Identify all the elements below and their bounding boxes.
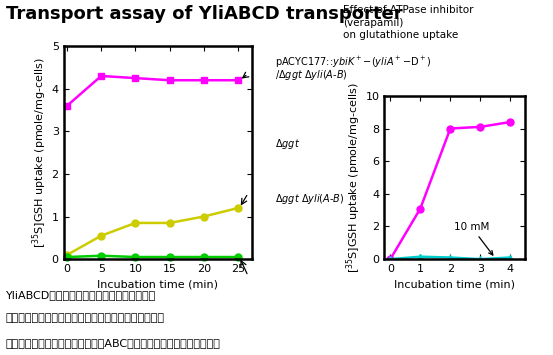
Text: $\Delta\mathit{ggt}$: $\Delta\mathit{ggt}$ (275, 137, 300, 151)
Y-axis label: $[^{35}$S]GSH uptake (pmole/mg-cells): $[^{35}$S]GSH uptake (pmole/mg-cells) (344, 82, 363, 273)
Text: (verapamil): (verapamil) (343, 18, 403, 28)
Text: on glutathione uptake: on glutathione uptake (343, 30, 458, 40)
Text: Effect of ATPase inhibitor: Effect of ATPase inhibitor (343, 5, 473, 15)
Text: グルタチオンを細胞内に取り込むABCトランスポーターとして初めて: グルタチオンを細胞内に取り込むABCトランスポーターとして初めて (6, 338, 221, 348)
Y-axis label: $[^{35}$S]GSH uptake (pmole/mg-cells): $[^{35}$S]GSH uptake (pmole/mg-cells) (30, 57, 49, 248)
Text: YliABCDはグルタチオンインポーターである: YliABCDはグルタチオンインポーターである (6, 290, 156, 300)
Text: バクテリアで初めてのグルタチオントランスポーター: バクテリアで初めてのグルタチオントランスポーター (6, 313, 165, 323)
Text: $\Delta\mathit{ggt}\ \Delta\mathit{yli(A\text{-}B)}$: $\Delta\mathit{ggt}\ \Delta\mathit{yli(A… (275, 192, 345, 206)
X-axis label: Incubation time (min): Incubation time (min) (394, 280, 515, 290)
Text: Transport assay of YliABCD transporter: Transport assay of YliABCD transporter (6, 5, 402, 23)
Text: pACYC177::$\mathit{ybiK}^+\mathit{-(yliA}^+\mathrm{-D}^+)$: pACYC177::$\mathit{ybiK}^+\mathit{-(yliA… (275, 55, 431, 70)
X-axis label: Incubation time (min): Incubation time (min) (97, 280, 218, 290)
Text: /$\Delta\mathit{ggt}\ \Delta\mathit{yli(A\text{-}B)}$: /$\Delta\mathit{ggt}\ \Delta\mathit{yli(… (275, 67, 348, 82)
Text: 10 mM: 10 mM (453, 222, 493, 255)
